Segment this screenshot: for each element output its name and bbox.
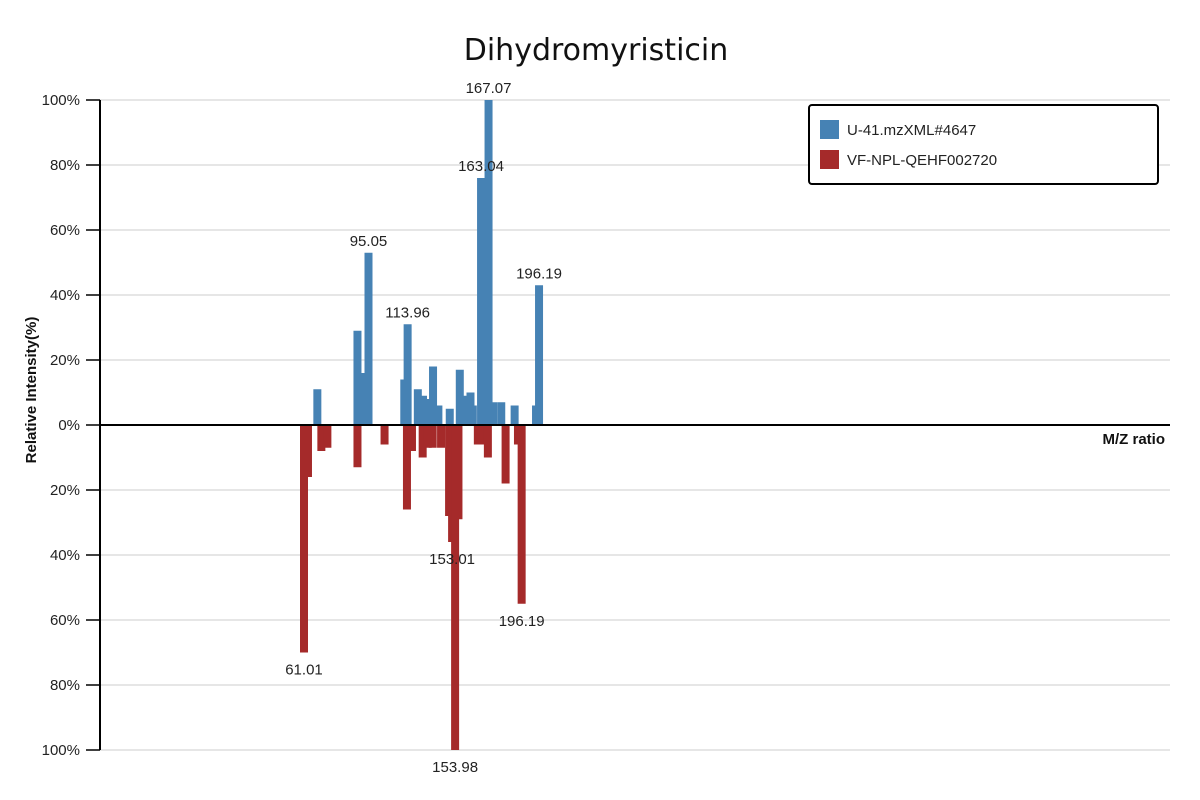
y-tick-label: 20%	[50, 482, 80, 499]
bar-series-1	[489, 402, 498, 425]
x-axis-title: M/Z ratio	[1103, 431, 1166, 448]
y-axis-title: Relative Intensity(%)	[23, 317, 40, 464]
bar-series-1	[358, 373, 367, 425]
y-tick-label: 20%	[50, 352, 80, 369]
bar-series-1	[419, 395, 428, 425]
peak-label-top: 167.07	[466, 80, 512, 97]
bar-series-1	[468, 405, 477, 425]
legend: U-41.mzXML#4647 VF-NPL-QEHF002720	[808, 104, 1159, 185]
legend-swatch-series-1	[820, 120, 839, 139]
bar-series-2	[454, 425, 463, 520]
bar-series-2	[317, 425, 326, 451]
peak-label-bottom: 61.01	[285, 662, 323, 679]
bar-series-1	[413, 389, 422, 425]
bar-series-1	[477, 178, 486, 425]
peak-label-top: 113.96	[385, 304, 430, 321]
bar-series-2	[353, 425, 362, 468]
chart-title: Dihydromyristicin	[464, 33, 729, 68]
grid-lines	[100, 99, 1170, 751]
bar-series-2	[437, 425, 446, 448]
peak-label-bottom: 153.98	[432, 759, 478, 776]
peak-labels: 167.07 163.04 95.05 113.96 196.19 61.01 153.01…	[285, 80, 562, 776]
bar-series-1	[313, 389, 322, 425]
bar-series-2	[303, 425, 312, 477]
legend-label-series-1: U-41.mzXML#4647	[847, 122, 976, 139]
bar-series-1	[353, 330, 362, 425]
legend-box	[808, 104, 1159, 185]
bar-series-2	[423, 425, 432, 448]
y-tick-labels: 100% 80% 60% 40% 20% 0% 20% 40% 60% 80% 100%	[42, 92, 100, 759]
peak-label-bottom: 153.01	[429, 551, 475, 568]
axes-group	[99, 100, 1170, 750]
bar-series-2	[380, 425, 389, 445]
bar-series-1	[364, 252, 373, 425]
bar-series-1	[429, 366, 438, 425]
bar-series-1	[455, 369, 464, 425]
bar-series-1	[497, 402, 506, 425]
bar-series-2	[407, 425, 416, 451]
peak-label-top: 95.05	[350, 233, 388, 250]
bar-series-2	[418, 425, 427, 458]
bar-series-2	[428, 425, 437, 448]
bar-series-1	[403, 324, 412, 425]
bar-series-2	[473, 425, 482, 445]
y-tick-label: 40%	[50, 287, 80, 304]
bar-series-2	[402, 425, 411, 510]
peak-label-bottom: 196.19	[499, 613, 545, 630]
bar-series-2	[517, 425, 526, 604]
bar-series-2	[300, 425, 309, 653]
y-tick-label: 60%	[50, 612, 80, 629]
peak-label-top: 196.19	[516, 265, 562, 282]
y-tick-label: 60%	[50, 222, 80, 239]
y-tick-label: 0%	[58, 417, 80, 434]
bar-series-1	[445, 408, 454, 425]
bars-group	[300, 100, 544, 750]
bar-series-2	[501, 425, 510, 484]
y-tick-label: 80%	[50, 677, 80, 694]
bar-series-2	[451, 425, 460, 750]
bar-series-1	[510, 405, 519, 425]
y-tick-label: 40%	[50, 547, 80, 564]
bar-series-1	[484, 100, 493, 425]
peak-label-top: 163.04	[458, 158, 504, 175]
bar-series-1	[535, 285, 544, 425]
bar-series-2	[483, 425, 492, 458]
bar-series-1	[434, 405, 443, 425]
y-tick-label: 80%	[50, 157, 80, 174]
bar-series-2	[323, 425, 332, 448]
y-tick-label: 100%	[42, 92, 80, 109]
legend-label-series-2: VF-NPL-QEHF002720	[847, 152, 997, 169]
y-tick-label: 100%	[42, 742, 80, 759]
legend-swatch-series-2	[820, 150, 839, 169]
